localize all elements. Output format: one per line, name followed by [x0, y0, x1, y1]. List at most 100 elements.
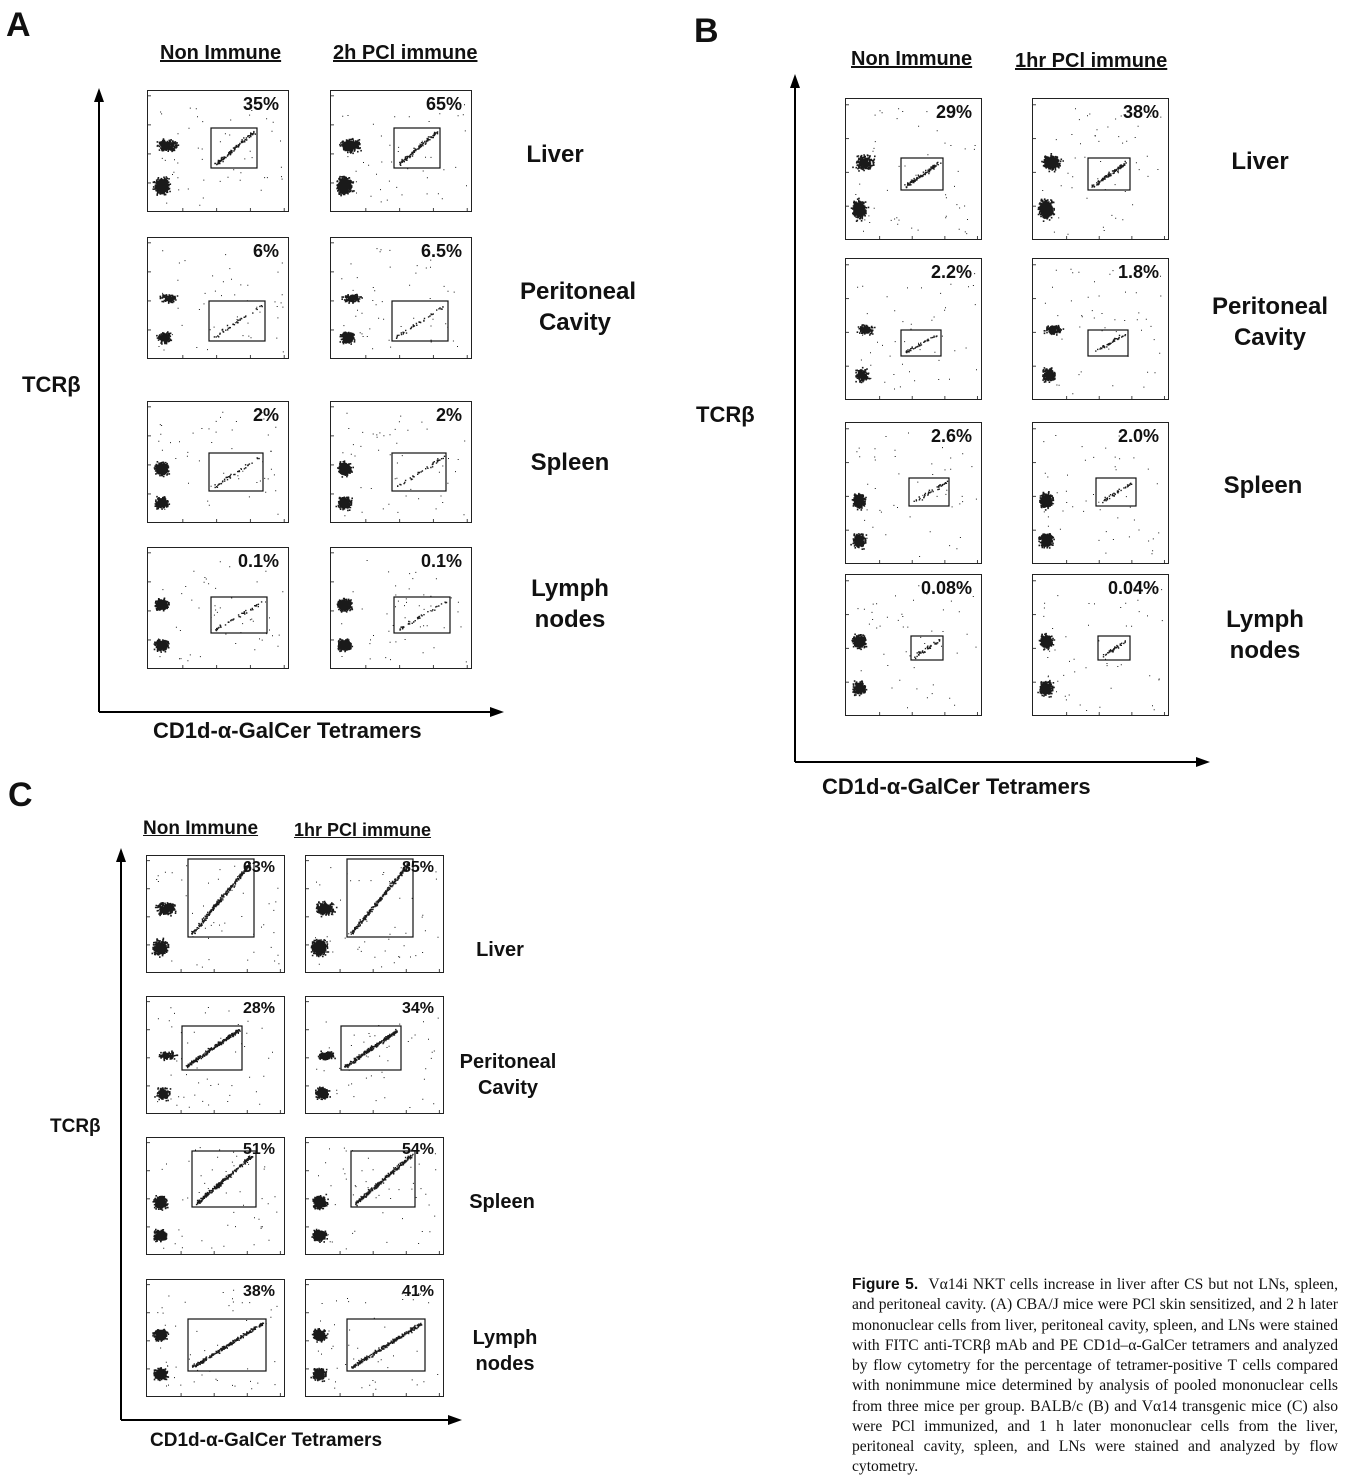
panel-b-plot-lymph-nonimmune: 0.08%	[845, 574, 982, 716]
event-dots	[336, 104, 467, 203]
panel-b-y-axis-label: TCRβ	[696, 402, 755, 427]
gate-box	[391, 452, 447, 492]
panel-b-plot-spleen-nonimmune: 2.6%	[845, 422, 982, 564]
panel-b-tissue-spleen: Spleen	[1223, 472, 1303, 499]
gate-percentage: 0.1%	[237, 551, 279, 571]
gate-percentage: 65%	[425, 94, 462, 114]
dot-plot	[1032, 98, 1169, 240]
plot-frame	[147, 90, 289, 212]
panel-b-plot-liver-nonimmune: 29%	[845, 98, 982, 240]
gate-box	[393, 127, 441, 169]
panel-c-plot-peritoneal-immune: 34%	[305, 996, 444, 1114]
gate-box	[191, 1150, 257, 1208]
event-dots	[855, 273, 977, 390]
event-dots	[156, 250, 284, 353]
panel-a-plot-liver-immune: 65%	[330, 90, 472, 212]
gate-percentage: 63%	[242, 859, 275, 876]
event-dots	[310, 862, 439, 968]
panel-c-tissue-spleen: Spleen	[469, 1191, 535, 1213]
dot-plot	[146, 1137, 285, 1255]
panel-a-plot-lymph-nonimmune: 0.1%	[147, 547, 289, 669]
gate-box	[908, 477, 950, 507]
panel-c-letter: C	[8, 776, 33, 814]
gate-percentage: 0.08%	[920, 578, 972, 598]
gate-percentage: 2.0%	[1117, 426, 1159, 446]
dot-plot	[845, 422, 982, 564]
event-dots	[1038, 435, 1160, 555]
gate-percentage: 38%	[242, 1283, 275, 1300]
panel-a-plot-spleen-nonimmune: 2%	[147, 401, 289, 523]
panel-a-tissue-liver: Liver	[526, 141, 584, 168]
gate-percentage: 51%	[242, 1141, 275, 1158]
figure-caption-label: Figure 5.	[852, 1276, 919, 1293]
dot-plot	[147, 401, 289, 523]
panel-c-plot-liver-immune: 85%	[305, 855, 444, 973]
gate-percentage: 6%	[252, 241, 279, 261]
panel-a-x-axis-label: CD1d-α-GalCer Tetramers	[153, 718, 422, 743]
gate-box	[1097, 635, 1131, 661]
plot-frame	[146, 1137, 285, 1255]
panel-b-plot-liver-immune: 38%	[1032, 98, 1169, 240]
panel-c-plot-liver-nonimmune: 63%	[146, 855, 285, 973]
panel-a-plot-peritoneal-nonimmune: 6%	[147, 237, 289, 359]
dot-plot	[845, 98, 982, 240]
gate-box	[900, 157, 944, 191]
plot-frame	[147, 401, 289, 523]
dot-plot	[330, 401, 472, 523]
event-dots	[153, 411, 279, 515]
gate-box	[187, 858, 255, 938]
dot-plot	[1032, 258, 1169, 400]
panel-a-plot-liver-nonimmune: 35%	[147, 90, 289, 212]
dot-plot	[147, 90, 289, 212]
figure-caption: Figure 5. Vα14i NKT cells increase in li…	[852, 1275, 1338, 1478]
event-dots	[153, 561, 284, 662]
dot-plot	[146, 1279, 285, 1397]
gate-percentage: 85%	[401, 859, 434, 876]
gate-box	[210, 127, 258, 169]
panel-a-y-axis-label: TCRβ	[22, 372, 81, 397]
panel-c-plot-peritoneal-nonimmune: 28%	[146, 996, 285, 1114]
gate-percentage: 2.2%	[930, 262, 972, 282]
gate-percentage: 38%	[1122, 102, 1159, 122]
gate-box	[910, 635, 944, 661]
panel-b-tissue-liver: Liver	[1231, 148, 1289, 175]
event-dots	[335, 412, 466, 517]
panel-c-y-axis-label: TCRβ	[50, 1116, 101, 1137]
gate-percentage: 0.1%	[420, 551, 462, 571]
dot-plot	[845, 574, 982, 716]
dot-plot	[305, 1279, 444, 1397]
gate-box	[208, 452, 264, 492]
event-dots	[152, 1289, 278, 1390]
panel-b-tissue-peritoneal: Peritoneal Cavity	[1211, 293, 1329, 351]
panel-b-tissue-lymph: Lymph nodes	[1226, 606, 1304, 664]
gate-box	[393, 596, 451, 634]
dot-plot	[1032, 574, 1169, 716]
gate-box	[350, 1150, 416, 1208]
plot-frame	[1032, 574, 1169, 716]
dot-plot	[305, 1137, 444, 1255]
panel-a-plot-spleen-immune: 2%	[330, 401, 472, 523]
panel-a-plot-lymph-immune: 0.1%	[330, 547, 472, 669]
event-dots	[152, 1147, 278, 1249]
gate-box	[181, 1025, 243, 1071]
dot-plot	[146, 855, 285, 973]
gate-box	[1095, 477, 1137, 507]
plot-frame	[845, 574, 982, 716]
dot-plot	[147, 237, 289, 359]
dot-plot	[845, 258, 982, 400]
event-dots	[850, 432, 977, 557]
plot-frame	[1032, 422, 1169, 564]
panel-c-x-axis-label: CD1d-α-GalCer Tetramers	[150, 1430, 383, 1451]
dot-plot	[305, 996, 444, 1114]
gate-percentage: 34%	[401, 1000, 434, 1017]
panel-c-tissue-peritoneal: Peritoneal Cavity	[459, 1051, 557, 1099]
panel-a-col-header-nonimmune: Non Immune	[160, 42, 282, 64]
panel-c-plot-lymph-immune: 41%	[305, 1279, 444, 1397]
gate-box	[210, 596, 268, 634]
panel-b-plot-spleen-immune: 2.0%	[1032, 422, 1169, 564]
gate-percentage: 0.04%	[1107, 578, 1159, 598]
panel-c-col-header-immune: 1hr PCl immune	[294, 820, 432, 840]
gate-percentage: 1.8%	[1117, 262, 1159, 282]
plot-frame	[146, 1279, 285, 1397]
gate-percentage: 41%	[401, 1283, 434, 1300]
